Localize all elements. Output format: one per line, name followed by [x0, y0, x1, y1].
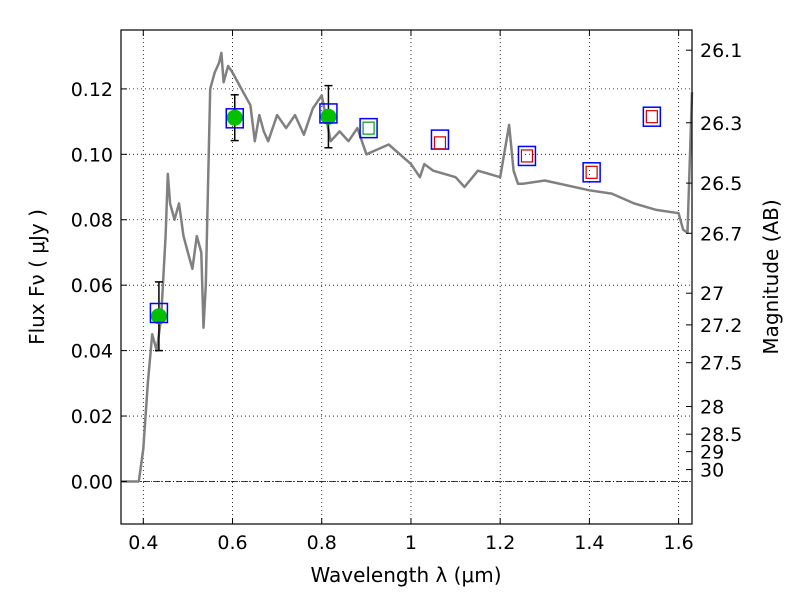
inner-marker: [645, 110, 658, 124]
mag-tick-label: 27.5: [700, 353, 742, 375]
observed-points: [150, 108, 337, 325]
x-tick-label: 1.6: [664, 532, 694, 554]
mag-tick-label: 26.5: [700, 173, 742, 195]
model-photometry-square: [359, 117, 378, 139]
mag-tick-label: 28: [700, 397, 724, 419]
mag-tick-label: 27.2: [700, 315, 742, 337]
mag-tick-label: 27: [700, 283, 724, 305]
model-photometry-square: [319, 103, 338, 124]
x-tick-label: 1: [405, 532, 417, 554]
observed-point: [226, 109, 243, 126]
observed-point: [320, 108, 337, 125]
y-tick-label: 0.08: [71, 210, 113, 232]
x-tick-label: 0.8: [307, 532, 337, 554]
y-tick-label: 0.10: [71, 144, 113, 166]
model-photometry-square: [149, 302, 169, 324]
model-photometry-square: [517, 145, 537, 167]
model-photometry-square: [642, 106, 662, 127]
y-tick-labels: 0.00 0.02 0.04 0.06 0.08 0.10 0.12: [71, 79, 113, 494]
y2-axis-label: Magnitude (AB): [759, 199, 783, 354]
model-spectrum: [121, 51, 694, 483]
axis-ticks: [121, 30, 692, 524]
x-tick-label: 1.2: [485, 532, 515, 554]
mag-tick-label: 26.3: [700, 113, 742, 135]
mag-tick-label: 26.7: [700, 223, 742, 245]
y-tick-label: 0.04: [71, 341, 113, 363]
y-tick-label: 0.06: [71, 275, 113, 297]
inner-marker: [362, 121, 375, 135]
inner-marker: [433, 136, 447, 150]
inner-marker: [585, 165, 598, 179]
x-tick-label: 0.6: [217, 532, 247, 554]
model-photometry-square: [582, 162, 601, 183]
plot-frame: [120, 29, 693, 525]
mag-tick-label: 28.5: [700, 424, 742, 446]
spectrum-line: [121, 51, 694, 483]
x-tick-labels: 0.4 0.6 0.8 1 1.2 1.4 1.6: [128, 532, 694, 554]
model-photometry-markers: [149, 103, 662, 324]
mag-tick-label: 26.1: [700, 40, 742, 62]
mag-tick-label: 29: [700, 442, 724, 464]
y-tick-label: 0.02: [71, 406, 113, 428]
observed-point: [150, 308, 167, 325]
model-photometry-square: [225, 108, 245, 129]
mag-tick-label: 30: [700, 460, 724, 482]
inner-marker: [520, 149, 534, 163]
y-axis-label: Flux Fν ( μJy ): [25, 209, 49, 345]
y-tick-label: 0.00: [71, 471, 113, 493]
x-tick-label: 0.4: [128, 532, 158, 554]
x-axis-label: Wavelength λ (μm): [310, 563, 501, 587]
x-tick-label: 1.4: [574, 532, 604, 554]
inner-markers: [362, 110, 658, 179]
y-tick-label: 0.12: [71, 79, 113, 101]
